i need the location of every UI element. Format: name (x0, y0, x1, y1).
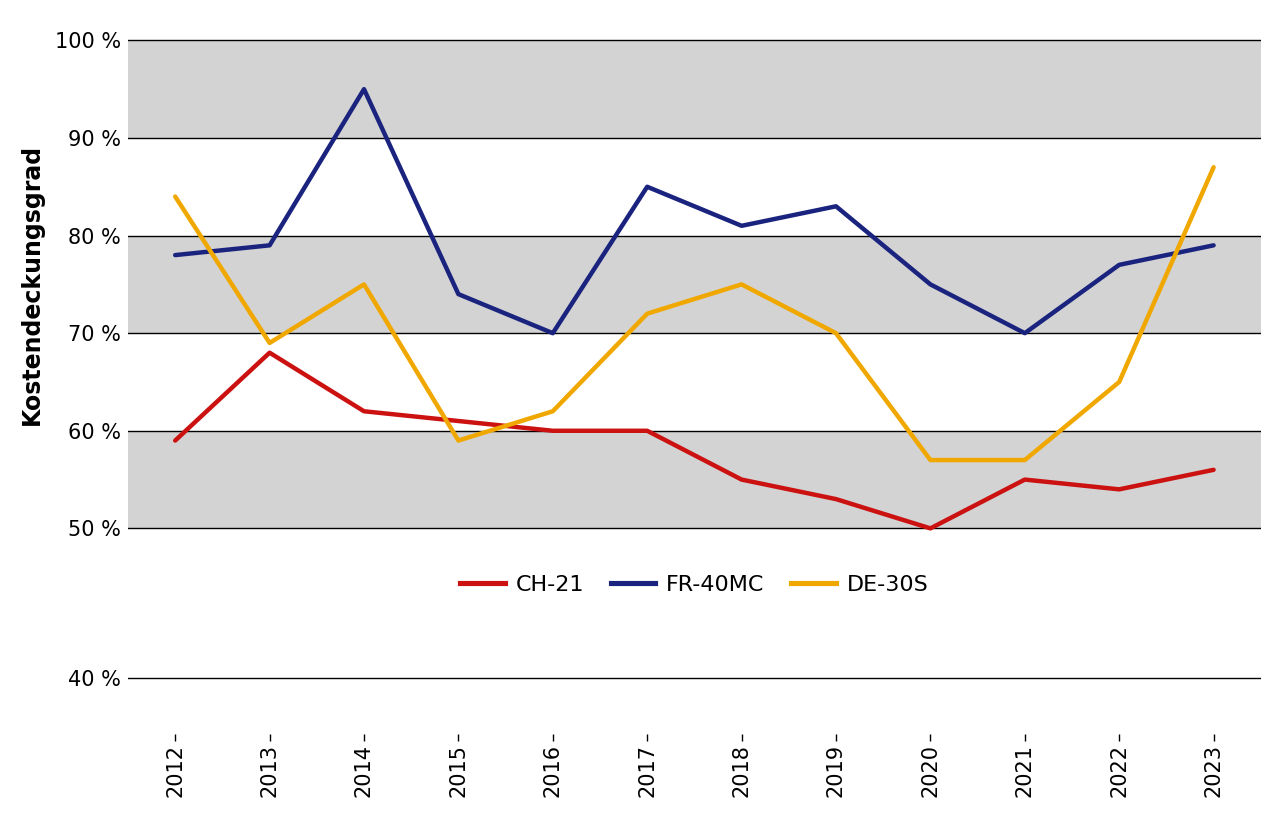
Bar (128, 529, 1261, 548)
Legend: CH-21, FR-40MC, DE-30S: CH-21, FR-40MC, DE-30S (451, 566, 938, 604)
Bar (128, 40, 1261, 138)
Bar (128, 431, 1261, 529)
Bar (128, 138, 1261, 235)
Bar (128, 333, 1261, 431)
Bar (128, 235, 1261, 333)
Y-axis label: Kostendeckungsgrad: Kostendeckungsgrad (19, 143, 44, 425)
Bar (128, 21, 1261, 40)
